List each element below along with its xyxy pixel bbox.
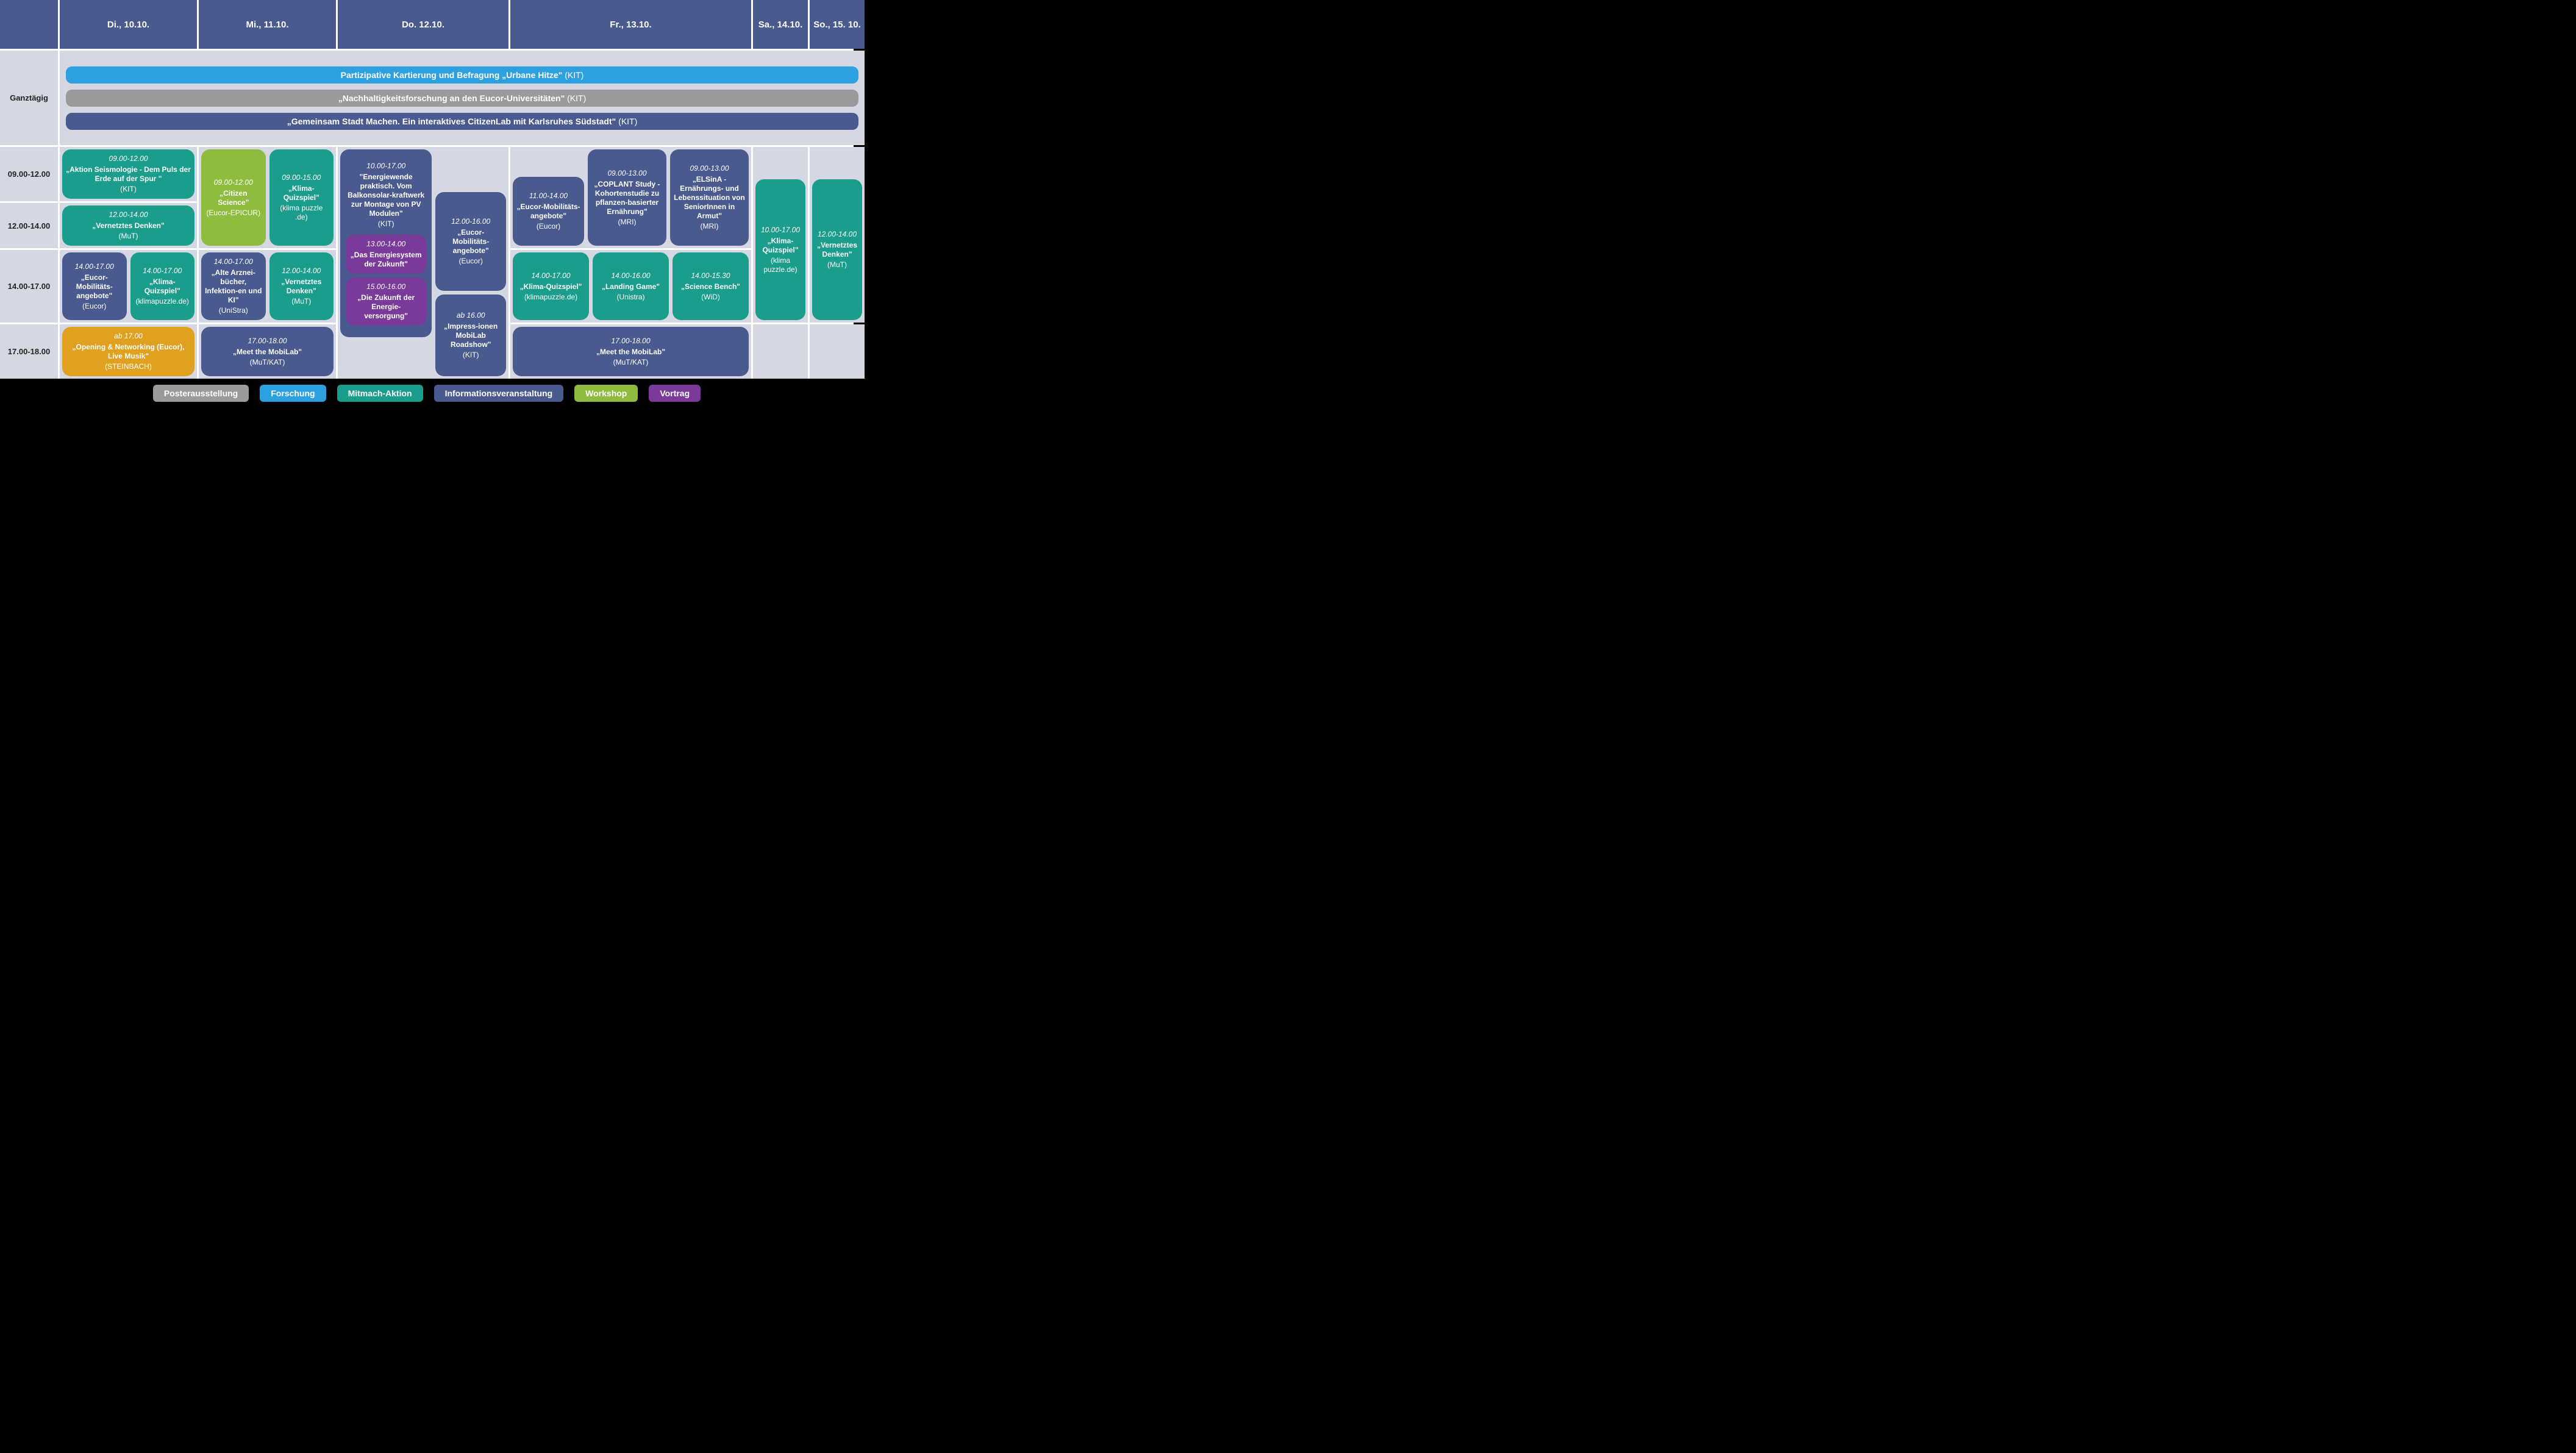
ev-mi-citizen-science[interactable]: 09.00-12.00 „Citizen Science" (Eucor-EPI…: [201, 149, 266, 246]
cell-do-full: 10.00-17.00 "Energiewende praktisch. Vom…: [338, 147, 508, 379]
legend-vortrag: Vortrag: [649, 385, 701, 402]
legend-poster: Posterausstellung: [153, 385, 249, 402]
ev-di-vernetztes[interactable]: 12.00-14.00 „Vernetztes Denken" (MuT): [62, 205, 194, 246]
ev-fr-meet-mobilab[interactable]: 17.00-18.00 „Meet the MobiLab" (MuT/KAT): [513, 327, 749, 376]
cell-di-09: 09.00-12.00 „Aktion Seismologie - Dem Pu…: [60, 147, 197, 201]
ev-di-opening[interactable]: ab 17.00 „Opening & Networking (Eucor), …: [62, 327, 194, 376]
header-day-fr: Fr., 13.10.: [510, 0, 751, 49]
ev-mi-arznei[interactable]: 14.00-17.00 „Alte Arznei-bücher, Infekti…: [201, 252, 266, 320]
ev-do-energiewende[interactable]: 10.00-17.00 "Energiewende praktisch. Vom…: [340, 149, 432, 337]
cell-mi-14: 14.00-17.00 „Alte Arznei-bücher, Infekti…: [199, 250, 336, 323]
header-day-di: Di., 10.10.: [60, 0, 197, 49]
cell-mi-17: 17.00-18.00 „Meet the MobiLab" (MuT/KAT): [199, 324, 336, 379]
legend-forschung: Forschung: [260, 385, 326, 402]
allday-org-2: (KIT): [567, 93, 586, 103]
ev-fr-science-bench[interactable]: 14.00-15.30 „Science Bench" (WiD): [673, 252, 749, 320]
allday-title-2: „Nachhaltigkeitsforschung an den Eucor-U…: [338, 93, 565, 103]
legend-mitmach: Mitmach-Aktion: [337, 385, 423, 402]
ev-do-energiesystem[interactable]: 13.00-14.00 „Das Energiesystem der Zukun…: [346, 235, 426, 274]
cell-fr-17: 17.00-18.00 „Meet the MobiLab" (MuT/KAT): [510, 324, 751, 379]
cell-so-17: [810, 324, 865, 379]
allday-bar-3[interactable]: „Gemeinsam Stadt Machen. Ein interaktive…: [66, 113, 858, 130]
header-blank: [0, 0, 58, 49]
ev-fr-elsina[interactable]: 09.00-13.00 „ELSinA - Ernährungs- und Le…: [670, 149, 749, 246]
allday-bar-1[interactable]: Partizipative Kartierung und Befragung „…: [66, 66, 858, 84]
ev-fr-klima-quiz[interactable]: 14.00-17.00 „Klima-Quizspiel" (klimapuzz…: [513, 252, 589, 320]
cell-mi-09: 09.00-12.00 „Citizen Science" (Eucor-EPI…: [199, 147, 336, 248]
ev-mi-klima-quiz[interactable]: 09.00-15.00 „Klima-Quizspiel" (klima puz…: [269, 149, 334, 246]
allday-title-1: Partizipative Kartierung und Befragung „…: [341, 70, 563, 80]
cell-sa-17: [753, 324, 808, 379]
allday-container: Partizipative Kartierung und Befragung „…: [60, 51, 865, 145]
cell-di-17: ab 17.00 „Opening & Networking (Eucor), …: [60, 324, 197, 379]
ev-do-mobilab-roadshow[interactable]: ab 16.00 „Impress-ionen MobiLab Roadshow…: [435, 295, 506, 376]
allday-org-1: (KIT): [565, 70, 583, 80]
legend-workshop: Workshop: [574, 385, 638, 402]
cell-di-12: 12.00-14.00 „Vernetztes Denken" (MuT): [60, 203, 197, 248]
ev-sa-klima-quiz[interactable]: 10.00-17.00 „Klima-Quizspiel" (klima puz…: [755, 179, 805, 320]
ev-di-eucor[interactable]: 14.00-17.00 „Eucor-Mobilitäts-angebote" …: [62, 252, 127, 320]
cell-fr-09: 11.00-14.00 „Eucor-Mobilitäts-angebote" …: [510, 147, 751, 248]
ev-so-vernetztes[interactable]: 12.00-14.00 „Vernetztes Denken" (MuT): [812, 179, 862, 320]
ev-do-energieversorgung[interactable]: 15.00-16.00 „Die Zukunft der Energie-ver…: [346, 277, 426, 326]
header-day-do: Do. 12.10.: [338, 0, 508, 49]
row-label-allday: Ganztägig: [0, 51, 58, 145]
header-day-mi: Mi., 11.10.: [199, 0, 336, 49]
legend: Posterausstellung Forschung Mitmach-Akti…: [0, 379, 854, 408]
ev-di-seismologie[interactable]: 09.00-12.00 „Aktion Seismologie - Dem Pu…: [62, 149, 194, 199]
row-label-14: 14.00-17.00: [0, 250, 58, 323]
ev-fr-eucor[interactable]: 11.00-14.00 „Eucor-Mobilitäts-angebote" …: [513, 177, 584, 246]
allday-org-3: (KIT): [618, 116, 637, 126]
ev-mi-vernetztes[interactable]: 12.00-14.00 „Vernetztes Denken" (MuT): [269, 252, 334, 320]
legend-info: Informationsveranstaltung: [434, 385, 564, 402]
cell-di-14: 14.00-17.00 „Eucor-Mobilitäts-angebote" …: [60, 250, 197, 323]
cell-sa: 10.00-17.00 „Klima-Quizspiel" (klima puz…: [753, 147, 808, 323]
header-day-sa: Sa., 14.10.: [753, 0, 808, 49]
ev-do-eucor[interactable]: 12.00-16.00 „Eucor-Mobilitäts-angebote" …: [435, 192, 506, 291]
allday-bar-2[interactable]: „Nachhaltigkeitsforschung an den Eucor-U…: [66, 90, 858, 107]
allday-title-3: „Gemeinsam Stadt Machen. Ein interaktive…: [287, 116, 616, 126]
header-day-so: So., 15. 10.: [810, 0, 865, 49]
row-label-17: 17.00-18.00: [0, 324, 58, 379]
cell-fr-14: 14.00-17.00 „Klima-Quizspiel" (klimapuzz…: [510, 250, 751, 323]
schedule-grid: Di., 10.10. Mi., 11.10. Do. 12.10. Fr., …: [0, 0, 854, 379]
row-label-09: 09.00-12.00: [0, 147, 58, 201]
ev-fr-coplant[interactable]: 09.00-13.00 „COPLANT Study - Kohortenstu…: [588, 149, 666, 246]
row-label-12: 12.00-14.00: [0, 203, 58, 248]
cell-so: 12.00-14.00 „Vernetztes Denken" (MuT): [810, 147, 865, 323]
ev-mi-meet-mobilab[interactable]: 17.00-18.00 „Meet the MobiLab" (MuT/KAT): [201, 327, 334, 376]
ev-fr-landing-game[interactable]: 14.00-16.00 „Landing Game" (Unistra): [593, 252, 669, 320]
ev-di-klima-quiz[interactable]: 14.00-17.00 „Klima-Quizspiel" (klimapuzz…: [130, 252, 195, 320]
